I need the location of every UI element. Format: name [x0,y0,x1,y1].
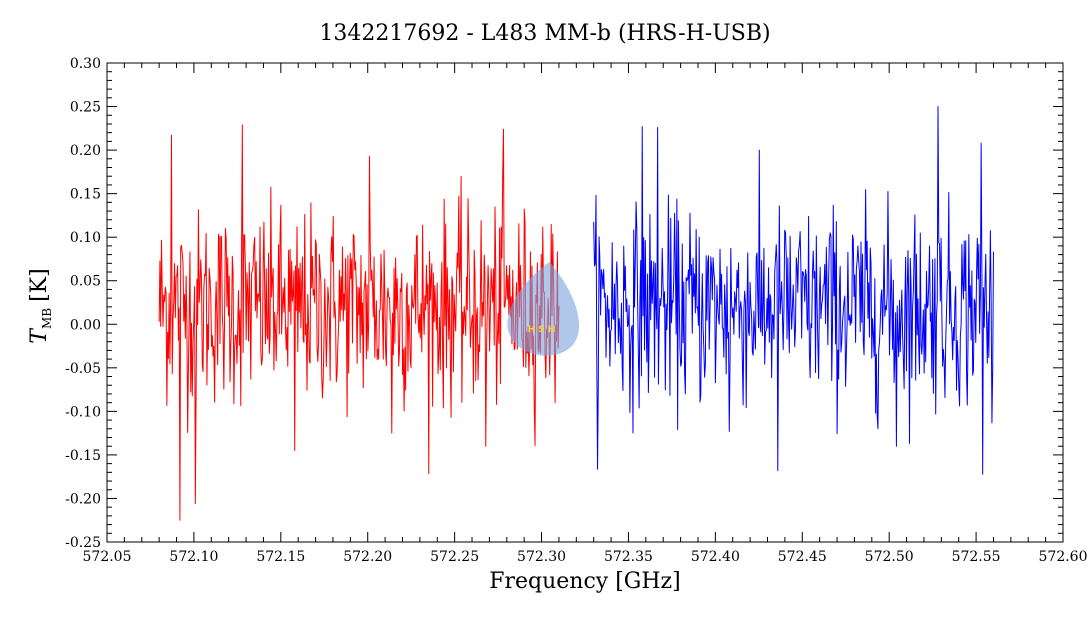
x-tick-label: 572.45 [778,549,827,565]
plot-frame [106,62,1064,543]
svg-text:TMB[K]: TMB [K] [27,268,54,343]
x-axis-label: Frequency [GHz] [489,569,681,594]
x-tick-label: 572.05 [83,549,132,565]
x-tick-label: 572.55 [952,549,1001,565]
y-tick-label: 0.15 [70,187,101,203]
y-tick-label: 0.00 [70,317,101,333]
y-tick-label: -0.10 [65,404,101,420]
series-red-line [158,124,560,521]
series-blue-line [593,106,994,475]
y-tick-label: 0.20 [70,143,101,159]
y-tick-label: -0.15 [65,448,101,464]
x-tick-label: 572.40 [691,549,740,565]
x-tick-label: 572.15 [256,549,305,565]
y-tick-label: 0.30 [70,56,101,72]
y-axis-label-unit: [K] [27,268,52,302]
y-tick-label: -0.05 [65,361,101,377]
x-tick-label: 572.25 [430,549,479,565]
y-axis-label-subscript: MB [40,308,54,329]
plot-area [158,106,994,521]
watermark-text: H S H [528,325,556,335]
watermark-drop-shape [507,261,580,356]
y-axis-label-symbol: T [27,327,52,344]
x-tick-label: 572.10 [169,549,218,565]
y-axis-label: TMB [K] [27,268,54,343]
x-tick-label: 572.60 [1039,549,1088,565]
x-tick-label: 572.20 [343,549,392,565]
y-tick-label: -0.20 [65,491,101,507]
y-tick-label: -0.25 [65,535,101,551]
hifi-logo-watermark: H S H [507,261,580,356]
chart-title: 1342217692 - L483 MM-b (HRS-H-USB) [319,21,770,46]
x-tick-label: 572.30 [517,549,566,565]
x-tick-label: 572.50 [865,549,914,565]
x-tick-label: 572.35 [604,549,653,565]
y-tick-label: 0.05 [70,274,101,290]
y-tick-label: 0.10 [70,230,101,246]
y-tick-label: 0.25 [70,100,101,116]
